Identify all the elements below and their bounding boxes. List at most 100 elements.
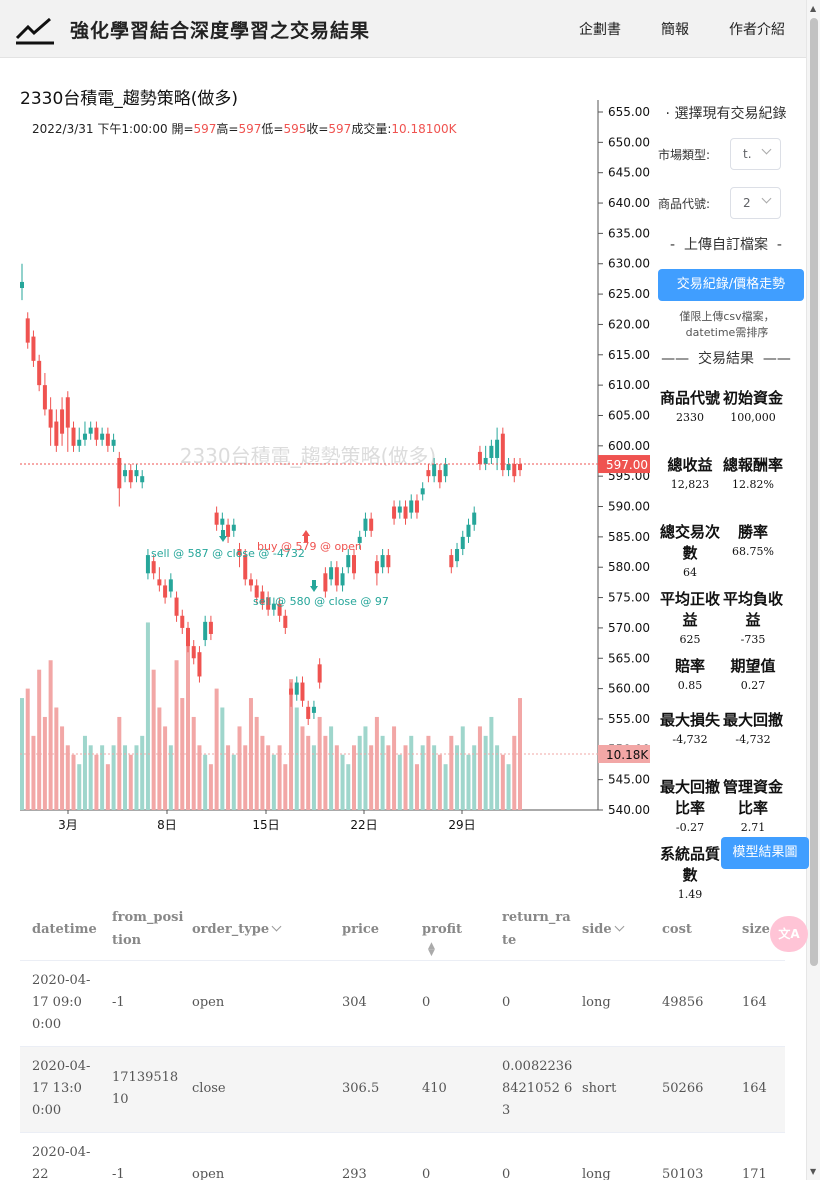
metric-card: 最大回撤 -4,732: [722, 710, 784, 746]
candle-body: [477, 451, 482, 465]
table-cell: 0.00822368421052 63: [502, 1059, 573, 1118]
candle-body: [243, 555, 248, 580]
volume-bar: [31, 735, 36, 810]
column-header-datetime[interactable]: datetime: [32, 922, 97, 937]
price-tick-label: 635.00: [608, 226, 650, 240]
candle-body: [266, 597, 271, 610]
table-cell: 164: [742, 1081, 767, 1096]
volume-bar: [340, 754, 345, 810]
ohlc-volume-label: 成交量:: [351, 122, 392, 136]
volume-bar: [191, 716, 196, 810]
time-tick-label: 22日: [350, 818, 377, 832]
candle-body: [455, 549, 460, 562]
column-header-price[interactable]: price: [342, 922, 380, 937]
metric-card: 初始資金 100,000: [722, 388, 784, 424]
time-tick-label: 29日: [448, 818, 475, 832]
volume-bar: [357, 735, 362, 810]
volume-bar: [208, 764, 213, 810]
candle-body: [145, 555, 150, 574]
scroll-up-arrow-icon[interactable]: ▲: [810, 4, 817, 13]
ohlc-close: 597: [328, 122, 352, 136]
translate-floating-button[interactable]: 文A: [770, 916, 808, 952]
select-records-title: · 選擇現有交易紀錄: [665, 106, 787, 122]
upload-trade-records-button[interactable]: 交易紀錄/價格走勢: [658, 269, 804, 301]
candle-body: [294, 682, 299, 695]
metric-card: 最大回撤比率 -0.27: [659, 777, 721, 834]
price-tick-label: 565.00: [608, 651, 650, 665]
column-header-size[interactable]: size: [742, 922, 770, 937]
nav-slides[interactable]: 簡報: [661, 22, 689, 38]
column-header-from-position[interactable]: from_position: [112, 910, 184, 948]
table-cell: 50266: [662, 1081, 704, 1096]
volume-bar: [500, 754, 505, 810]
table-cell: -1: [112, 1167, 125, 1180]
symbol-select[interactable]: 2: [730, 187, 781, 219]
candle-body: [65, 397, 70, 428]
metric-card: 期望值 0.27: [722, 656, 784, 692]
price-tick-label: 590.00: [608, 500, 650, 514]
sort-icon[interactable]: ▲ ▼: [428, 941, 435, 958]
candlestick-chart[interactable]: 2330台積電_趨勢策略(做多)655.00650.00645.00640.00…: [0, 100, 652, 840]
price-tick-label: 605.00: [608, 408, 650, 422]
volume-bar: [414, 764, 419, 810]
candle-body: [397, 506, 402, 513]
column-header-profit[interactable]: profit ▲ ▼: [422, 918, 492, 958]
price-tick-label: 625.00: [608, 287, 650, 301]
column-header-side[interactable]: side: [582, 918, 652, 941]
nav-about-author[interactable]: 作者介紹: [729, 22, 785, 38]
candle-body: [489, 445, 494, 458]
table-cell: 2020-04-17 13:00:00: [32, 1059, 91, 1118]
price-tick-label: 640.00: [608, 196, 650, 210]
metric-label: 勝率: [737, 523, 768, 541]
scroll-down-arrow-icon[interactable]: ▼: [810, 1167, 817, 1176]
volume-bar: [157, 707, 162, 810]
table-cell: 2020-04-22: [32, 1145, 91, 1180]
volume-bar: [294, 707, 299, 810]
scroll-thumb[interactable]: [810, 18, 818, 966]
volume-bar: [443, 764, 448, 810]
candle-body: [174, 597, 179, 616]
results-title-text: 交易結果: [698, 351, 754, 367]
volume-bar: [277, 745, 282, 810]
trend-chart-icon[interactable]: [14, 13, 56, 45]
metric-label: 初始資金: [722, 389, 783, 407]
column-header-return-rate[interactable]: return_rate: [502, 910, 571, 948]
volume-bar: [151, 669, 156, 810]
model-result-chart-button[interactable]: 模型結果圖: [721, 837, 809, 869]
candle-body: [392, 506, 397, 519]
table-cell: open: [192, 1167, 225, 1180]
candle-body: [306, 706, 311, 719]
price-tick-label: 580.00: [608, 560, 650, 574]
market-type-select[interactable]: t.: [730, 138, 781, 170]
table-row-stripe: [20, 1046, 785, 1132]
ohlc-high: 597: [238, 122, 262, 136]
column-header-order-type[interactable]: order_type: [192, 918, 332, 941]
metric-card: 平均負收益 -735: [722, 589, 784, 646]
candle-body: [518, 464, 522, 471]
candle-body: [420, 488, 425, 495]
trade-annotation-sell: sell @ 580 @ close @ 97: [253, 595, 389, 608]
buy-arrow-icon: [302, 530, 310, 542]
volume-bar: [140, 735, 145, 810]
last-price-tag: [598, 455, 650, 474]
top-header: 強化學習結合深度學習之交易結果 企劃書 簡報 作者介紹: [0, 0, 806, 58]
ohlc-volume: 10.18100K: [391, 122, 457, 136]
candle-body: [506, 464, 511, 471]
candle-body: [60, 409, 65, 434]
column-header-cost[interactable]: cost: [662, 922, 692, 937]
candle-body: [197, 652, 202, 677]
metric-value: 0.85: [677, 679, 703, 692]
page-scrollbar[interactable]: ▲ ▼: [806, 0, 820, 1180]
candle-body: [374, 561, 379, 574]
volume-bar: [386, 745, 391, 810]
volume-bar: [300, 726, 305, 810]
nav-proposal[interactable]: 企劃書: [579, 22, 621, 38]
metric-card: 平均正收益 625: [659, 589, 721, 646]
candle-body: [77, 439, 82, 446]
candle-body: [168, 579, 173, 592]
candle-body: [369, 518, 374, 531]
table-cell: 164: [742, 995, 767, 1010]
candle-body: [271, 603, 276, 610]
price-tick-label: 575.00: [608, 591, 650, 605]
volume-bar: [111, 745, 116, 810]
